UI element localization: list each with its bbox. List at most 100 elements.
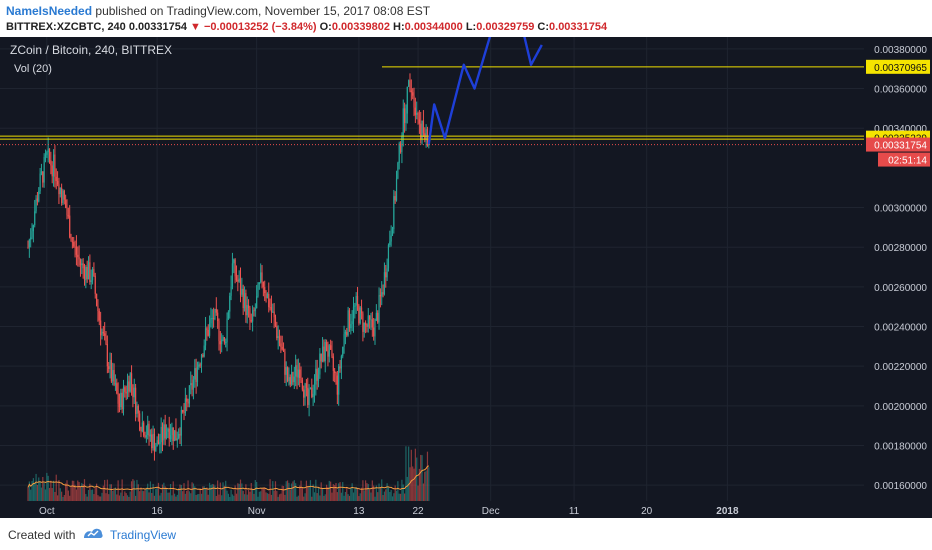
candle-body bbox=[382, 292, 384, 295]
time-axis[interactable] bbox=[0, 501, 864, 518]
volume-bar bbox=[225, 480, 227, 501]
volume-bar bbox=[56, 495, 59, 501]
candle-body bbox=[418, 119, 420, 124]
candle-body bbox=[243, 293, 246, 309]
candle-body bbox=[366, 324, 368, 327]
candle-body bbox=[381, 292, 383, 297]
volume-bar bbox=[276, 491, 278, 501]
candle-body bbox=[157, 440, 160, 445]
volume-bar bbox=[254, 480, 256, 501]
candle-body bbox=[106, 344, 108, 367]
candle-body bbox=[328, 345, 330, 357]
volume-bar bbox=[191, 482, 193, 501]
candle-body bbox=[137, 406, 139, 414]
candle-body bbox=[253, 310, 255, 312]
candle-body bbox=[179, 433, 181, 436]
volume-bar bbox=[183, 483, 185, 501]
volume-bar bbox=[171, 495, 173, 501]
volume-bar bbox=[104, 479, 106, 501]
volume-bar bbox=[87, 489, 90, 501]
volume-bar bbox=[410, 449, 412, 501]
volume-bar bbox=[137, 484, 139, 501]
volume-bar bbox=[105, 493, 107, 501]
volume-bar bbox=[297, 495, 299, 501]
volume-bar bbox=[281, 485, 283, 501]
candle-body bbox=[75, 246, 78, 255]
volume-bar bbox=[196, 494, 199, 501]
candle-body bbox=[274, 317, 277, 326]
tradingview-logo-icon[interactable] bbox=[82, 526, 104, 543]
candle-body bbox=[172, 427, 174, 441]
volume-bar bbox=[141, 490, 143, 501]
volume-bar bbox=[117, 480, 119, 501]
plot-background[interactable] bbox=[0, 37, 864, 501]
volume-bar bbox=[250, 482, 252, 501]
candle-body bbox=[269, 307, 271, 309]
volume-bar bbox=[426, 451, 429, 501]
volume-bar bbox=[207, 494, 209, 501]
volume-bar bbox=[34, 482, 36, 501]
volume-bar bbox=[203, 486, 205, 501]
high-label: H: bbox=[393, 21, 405, 33]
volume-bar bbox=[51, 487, 53, 501]
volume-bar bbox=[174, 493, 176, 501]
candle-body bbox=[87, 262, 90, 280]
volume-bar bbox=[246, 494, 248, 501]
volume-bar bbox=[280, 493, 282, 501]
volume-bar bbox=[136, 479, 138, 501]
volume-bar bbox=[282, 486, 285, 501]
volume-bar bbox=[147, 483, 149, 501]
volume-bar bbox=[344, 491, 347, 501]
volume-bar bbox=[112, 490, 114, 501]
candle-body bbox=[289, 377, 291, 385]
candle-body bbox=[145, 435, 147, 438]
volume-bar bbox=[265, 492, 267, 501]
volume-bar bbox=[422, 483, 425, 501]
volume-bar bbox=[160, 492, 162, 501]
volume-bar bbox=[58, 480, 60, 501]
candle-body bbox=[180, 410, 182, 436]
candle-body bbox=[277, 336, 279, 339]
volume-bar bbox=[317, 487, 320, 501]
volume-bar bbox=[237, 483, 239, 501]
candle-body bbox=[152, 433, 154, 449]
volume-bar bbox=[247, 489, 250, 501]
volume-bar bbox=[223, 485, 225, 501]
volume-bar bbox=[253, 493, 255, 501]
candle-body bbox=[105, 335, 107, 345]
volume-bar bbox=[132, 479, 134, 501]
volume-bar bbox=[186, 490, 188, 501]
volume-bar bbox=[370, 492, 372, 501]
tradingview-brand-link[interactable]: TradingView bbox=[110, 528, 177, 542]
volume-bar bbox=[418, 468, 420, 501]
volume-bar bbox=[395, 490, 398, 501]
price-chart[interactable]: 0.00380000 0.00360000 0.00340000 0.00300000… bbox=[0, 37, 932, 518]
candle-body bbox=[305, 383, 308, 388]
candle-body bbox=[249, 308, 251, 320]
candle-body bbox=[113, 370, 115, 385]
y-tick-label: 0.00300000 bbox=[874, 204, 927, 215]
candle-body bbox=[238, 278, 240, 282]
candle-body bbox=[153, 433, 156, 452]
volume-bar bbox=[219, 482, 221, 501]
volume-bar bbox=[414, 448, 416, 501]
candle-body bbox=[192, 379, 195, 390]
volume-bar bbox=[373, 485, 375, 501]
candle-body bbox=[264, 287, 266, 294]
x-tick-label: Nov bbox=[248, 506, 266, 517]
volume-bar bbox=[135, 495, 137, 501]
author-link[interactable]: NameIsNeeded bbox=[6, 4, 93, 18]
price-axis[interactable] bbox=[864, 37, 932, 518]
candle-body bbox=[63, 190, 65, 200]
volume-bar bbox=[286, 480, 289, 501]
countdown-tag-bg bbox=[878, 152, 930, 167]
volume-bar bbox=[382, 495, 384, 501]
volume-bar bbox=[230, 489, 232, 501]
volume-bar bbox=[316, 493, 318, 501]
candle-body bbox=[245, 293, 247, 316]
candle-body bbox=[124, 387, 126, 392]
candle-body bbox=[391, 229, 394, 236]
volume-bar bbox=[359, 493, 361, 501]
candle-body bbox=[140, 429, 142, 432]
volume-bar bbox=[101, 492, 103, 501]
